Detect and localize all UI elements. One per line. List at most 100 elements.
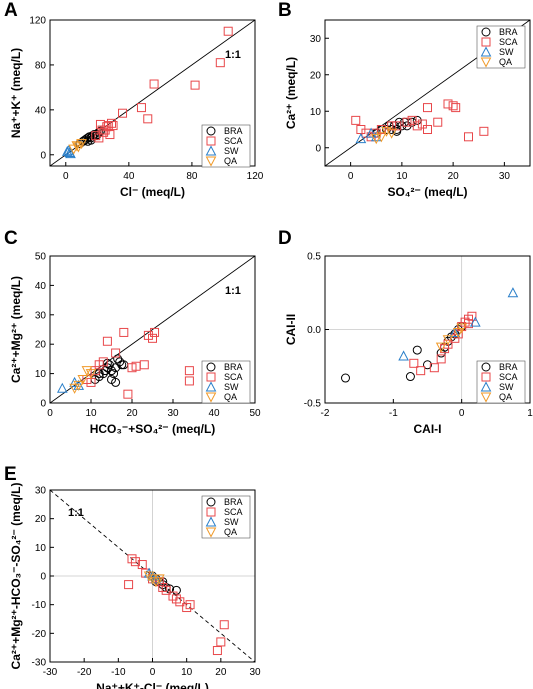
y-tick-label: -10 — [32, 600, 47, 611]
point-bra — [165, 584, 175, 594]
y-tick-label: -0.5 — [304, 399, 322, 410]
x-tick-label: -30 — [43, 667, 58, 678]
x-tick-label: 120 — [247, 171, 264, 182]
legend-marker-qa — [480, 57, 492, 68]
point-qa — [456, 323, 467, 334]
x-tick-label: -10 — [111, 667, 126, 678]
point-sca — [223, 26, 233, 36]
point-sca — [479, 126, 489, 136]
point-sca — [219, 620, 229, 630]
y-tick-label: 10 — [35, 369, 47, 380]
point-bra — [113, 354, 123, 364]
y-tick-label: 0 — [40, 150, 46, 161]
panel-letter: B — [278, 0, 292, 21]
y-axis-label: Ca²⁺ (meq/L) — [284, 57, 298, 129]
point-sca — [423, 103, 432, 113]
point-sca — [168, 591, 178, 601]
legend-marker-qa — [205, 392, 217, 403]
x-axis-label: Cl⁻ (meq/L) — [120, 185, 185, 199]
legend-box — [476, 25, 526, 69]
y-tick-label: 0 — [40, 399, 46, 410]
legend-marker-bra — [206, 362, 216, 372]
legend-label-qa: QA — [224, 392, 237, 402]
point-qa — [69, 383, 80, 394]
point-sca — [216, 637, 226, 647]
data-points — [124, 554, 229, 656]
y-axis-label: Na⁺+K⁺ (meq/L) — [9, 48, 23, 138]
legend-marker-sca — [206, 372, 216, 382]
point-bra — [341, 373, 350, 383]
point-sca — [158, 582, 168, 592]
x-axis-label: SO₄²⁻ (meq/L) — [387, 185, 467, 199]
legend-marker-sw — [205, 381, 217, 392]
legend-marker-sca — [481, 37, 491, 47]
point-sca — [105, 130, 115, 140]
y-tick-label: 120 — [29, 16, 46, 27]
y-tick-label: 10 — [35, 543, 47, 554]
x-tick-label: 20 — [126, 408, 138, 419]
legend-label-sca: SCA — [499, 37, 518, 47]
point-sca — [130, 557, 140, 567]
panel-letter: C — [4, 228, 18, 249]
legend-label-qa: QA — [224, 527, 237, 537]
y-tick-label: 40 — [35, 105, 47, 116]
point-qa — [81, 366, 93, 377]
legend-label-sw: SW — [224, 146, 239, 156]
y-axis-label: Ca²⁺+Mg²⁺-HCO₃⁻-SO₄²⁻ (meq/L) — [9, 483, 23, 670]
y-tick-label: 30 — [35, 310, 47, 321]
point-sw — [507, 287, 519, 298]
point-bra — [423, 360, 432, 370]
legend-label-bra: BRA — [499, 27, 518, 37]
point-sw — [449, 326, 461, 337]
y-axis-label: CAI-II — [284, 314, 298, 345]
point-sca — [94, 133, 104, 143]
x-tick-label: 50 — [249, 408, 261, 419]
y-tick-label: 50 — [35, 252, 47, 263]
legend-label-sw: SW — [224, 517, 239, 527]
y-tick-label: 30 — [310, 34, 322, 45]
legend-marker-qa — [480, 392, 492, 403]
point-sw — [398, 350, 409, 361]
legend-label-qa: QA — [224, 156, 237, 166]
y-tick-label: 0 — [315, 143, 321, 154]
legend-box — [201, 495, 251, 539]
point-bra — [104, 360, 114, 370]
legend-label-sw: SW — [499, 47, 514, 57]
x-tick-label: -20 — [77, 667, 92, 678]
point-sca — [451, 103, 461, 113]
x-tick-label: 30 — [499, 171, 511, 182]
point-sca — [118, 108, 128, 118]
panel-b: B1:101020300102030SO₄²⁻ (meq/L)Ca²⁺ (meq… — [278, 0, 531, 199]
legend-marker-sw — [205, 145, 217, 156]
y-tick-label: 0 — [40, 572, 46, 583]
x-tick-label: 0 — [47, 408, 53, 419]
y-tick-label: 20 — [35, 340, 47, 351]
x-tick-label: 30 — [167, 408, 179, 419]
point-sca — [443, 339, 453, 349]
point-sca — [182, 603, 192, 613]
x-tick-label: 0 — [63, 171, 69, 182]
legend-marker-bra — [206, 126, 216, 136]
x-tick-label: 0 — [150, 667, 156, 678]
legend-marker-sca — [206, 507, 216, 517]
y-tick-label: 30 — [35, 486, 47, 497]
point-qa — [376, 132, 387, 143]
point-sw — [355, 133, 367, 144]
point-sca — [91, 131, 101, 141]
point-qa — [73, 380, 85, 391]
point-sca — [407, 115, 417, 125]
point-sca — [150, 327, 160, 337]
legend-marker-bra — [206, 497, 216, 507]
point-qa — [71, 141, 83, 152]
legend-label-qa: QA — [499, 392, 512, 402]
panel-letter: D — [278, 228, 292, 249]
point-sca — [143, 114, 153, 124]
plot-frame — [49, 19, 256, 167]
panel-c: C 1:1 0 10 20 30 40 50 0 10 20 30 40 50 HCO₃⁻+SO₄²⁻ (m… — [4, 228, 261, 436]
legend-marker-qa — [205, 156, 217, 167]
x-tick-label: 20 — [215, 667, 227, 678]
legend-label-sw: SW — [499, 382, 514, 392]
